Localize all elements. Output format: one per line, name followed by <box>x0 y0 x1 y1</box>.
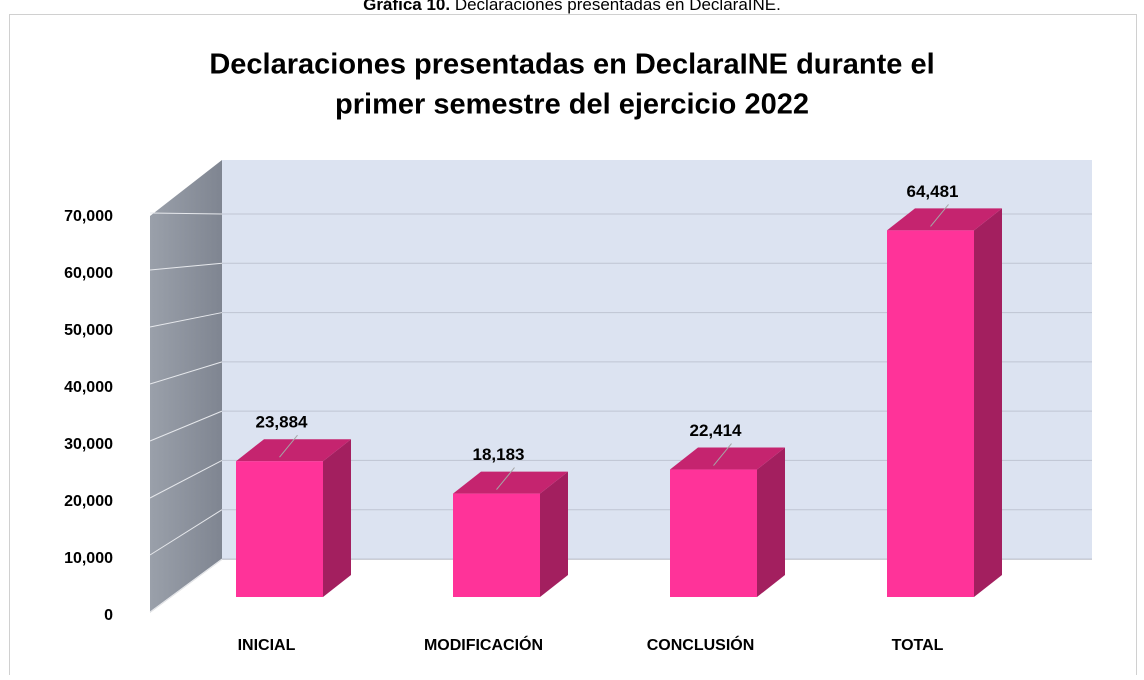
caption: Gráfica 10. Declaraciones presentadas en… <box>363 0 781 14</box>
bar-side <box>757 447 785 597</box>
value-label: 23,884 <box>256 413 309 432</box>
value-label: 22,414 <box>690 421 743 440</box>
grid-line <box>149 459 223 499</box>
x-tick-label: CONCLUSIÓN <box>647 635 755 654</box>
leader-line <box>279 434 298 458</box>
bar-side <box>974 208 1002 597</box>
grid-line <box>149 262 223 271</box>
back-wall <box>222 160 1092 559</box>
leader-line <box>930 204 949 227</box>
bar-side <box>323 439 351 597</box>
bar-top <box>453 471 568 494</box>
bar-side <box>540 471 568 597</box>
value-label: 18,183 <box>473 445 525 464</box>
leader-line <box>713 443 732 466</box>
y-tick-label: 30,000 <box>64 436 113 453</box>
side-wall <box>150 160 222 612</box>
y-tick-label: 50,000 <box>64 322 113 339</box>
grid-line <box>149 410 223 442</box>
bar-top <box>236 439 351 462</box>
bar-top <box>670 447 785 470</box>
grid-line <box>149 361 223 385</box>
bar <box>236 461 323 597</box>
y-tick-label: 20,000 <box>64 493 113 510</box>
grid-line <box>149 212 223 215</box>
bar <box>887 230 974 597</box>
x-tick-label: MODIFICACIÓN <box>424 635 543 654</box>
y-tick-label: 60,000 <box>64 265 113 282</box>
chart-title: primer semestre del ejercicio 2022 <box>335 89 809 121</box>
x-tick-label: TOTAL <box>892 637 944 654</box>
value-label: 64,481 <box>907 182 959 201</box>
caption-label: Gráfica 10. <box>363 0 450 14</box>
y-tick-label: 10,000 <box>64 550 113 567</box>
grid-line <box>149 509 223 556</box>
y-tick-label: 0 <box>104 607 113 624</box>
grid-line <box>149 312 223 328</box>
leader-line <box>496 467 515 490</box>
x-tick-label: INICIAL <box>238 637 296 654</box>
chart-title: Declaraciones presentadas en DeclaraINE … <box>209 49 934 81</box>
bar <box>670 469 757 597</box>
grid-line <box>149 558 223 613</box>
y-tick-label: 40,000 <box>64 379 113 396</box>
y-tick-label: 70,000 <box>64 208 113 225</box>
bar-top <box>887 208 1002 231</box>
caption-text: Declaraciones presentadas en DeclaraINE. <box>455 0 781 14</box>
bar <box>453 493 540 597</box>
